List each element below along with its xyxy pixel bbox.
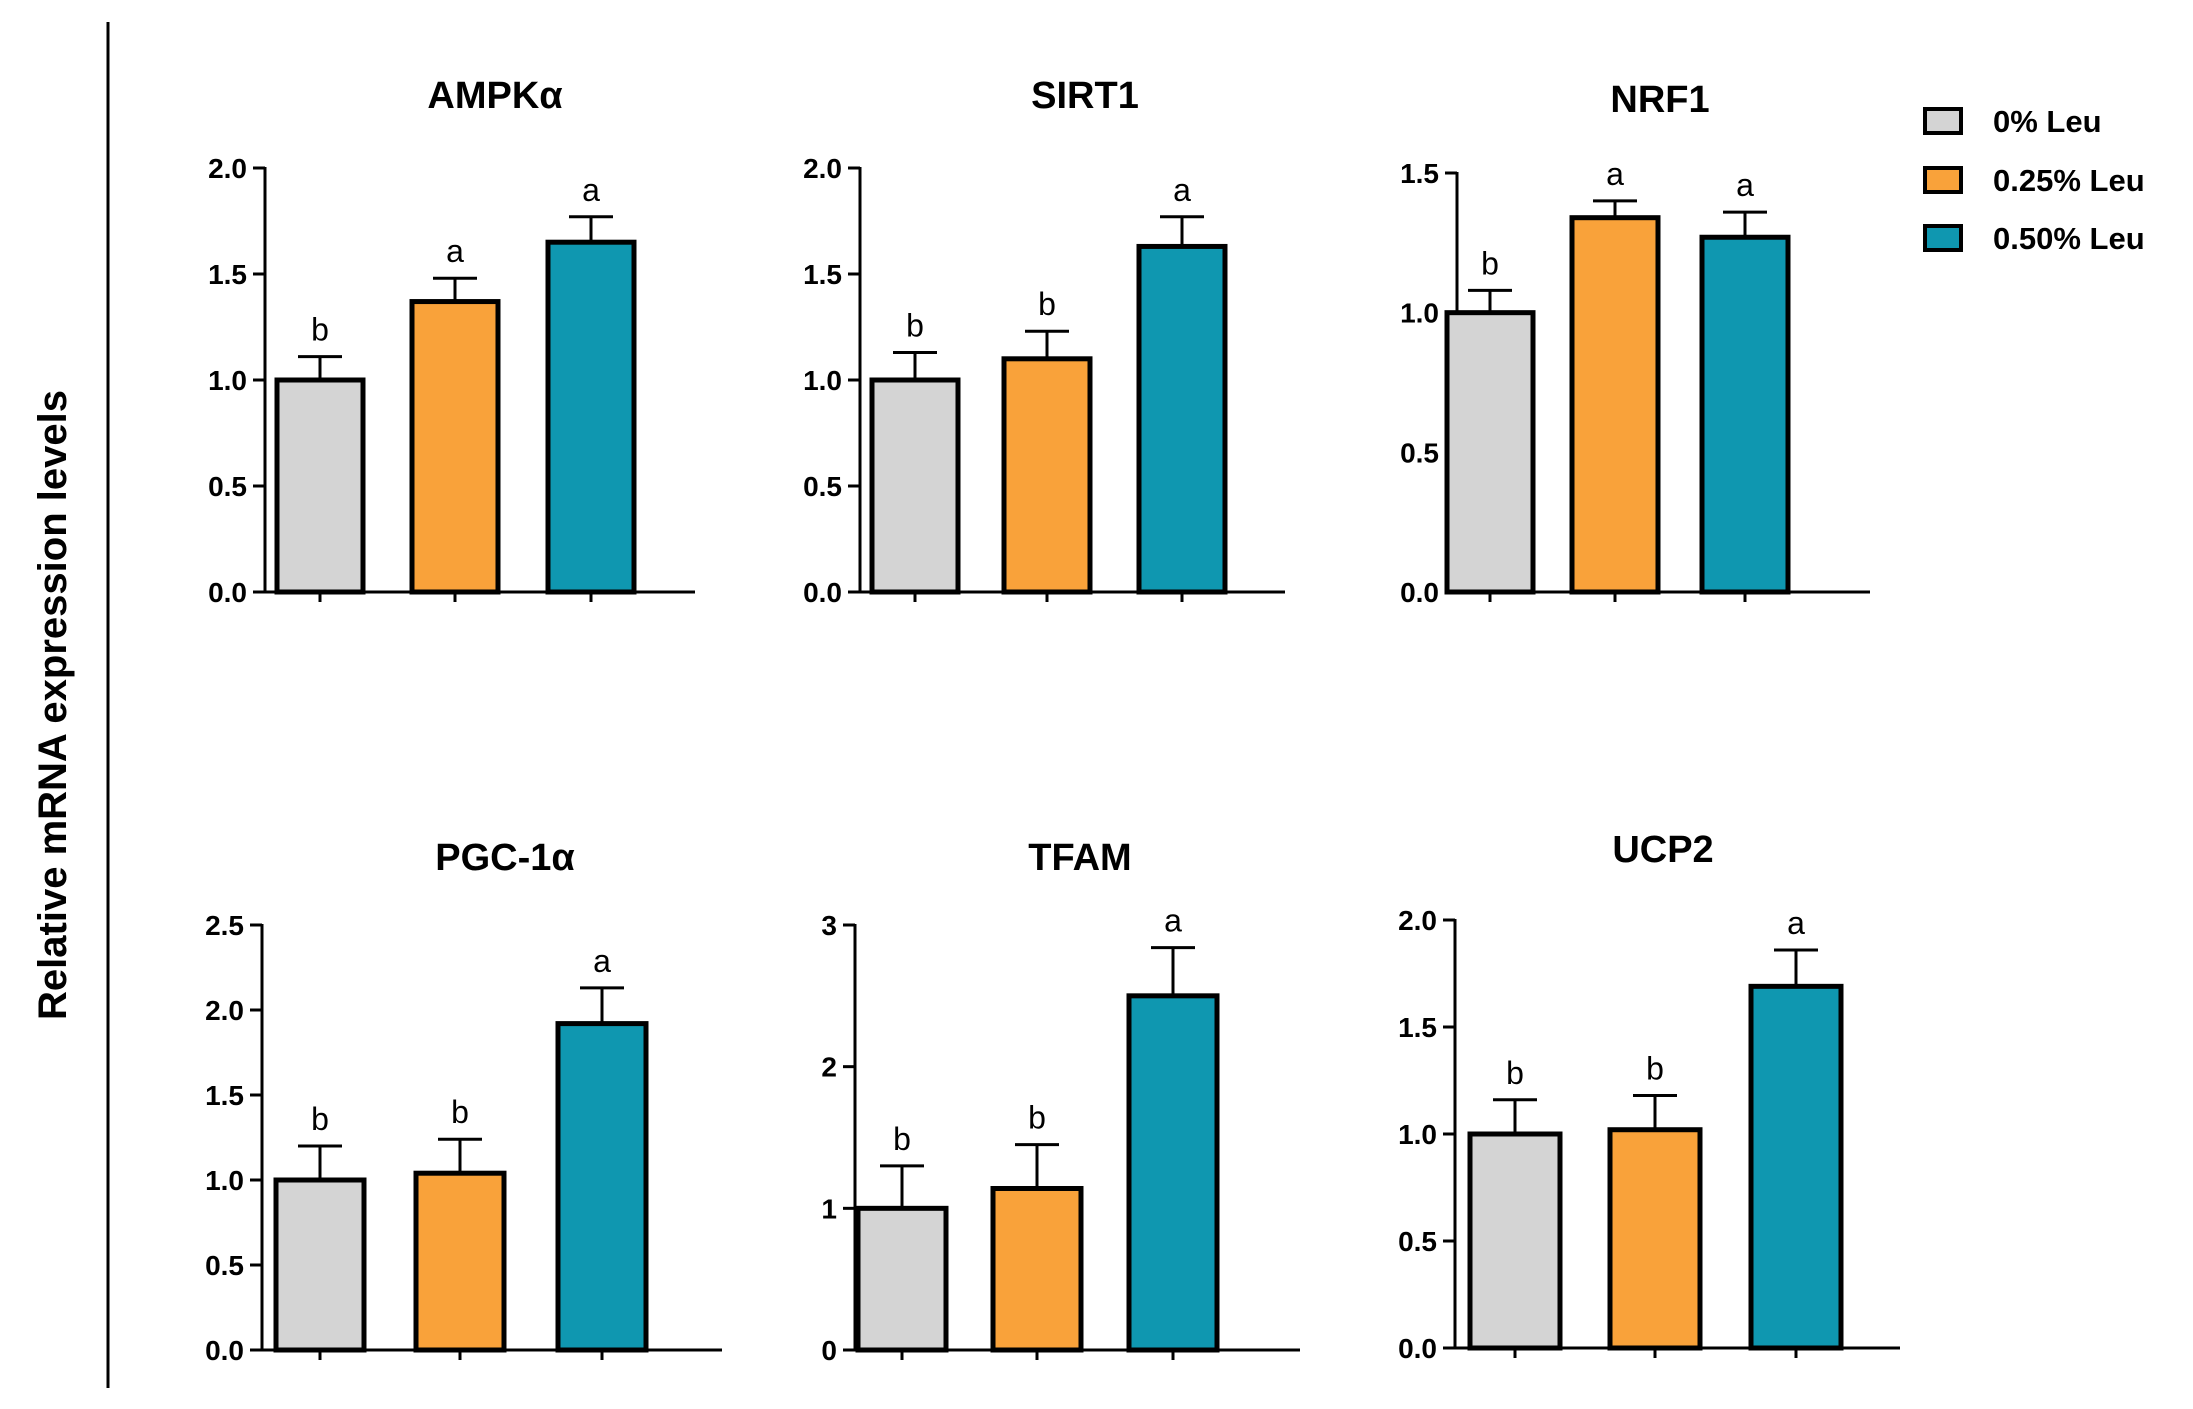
y-tick-label: 1.0: [1398, 1119, 1437, 1150]
y-tick-label: 2.0: [208, 153, 247, 184]
y-tick-label: 0.5: [205, 1250, 244, 1281]
legend-label: 0.50% Leu: [1993, 221, 2145, 256]
significance-letter: a: [582, 172, 600, 208]
y-tick-label: 0.0: [803, 577, 842, 608]
y-tick-label: 0.0: [1398, 1333, 1437, 1364]
y-tick-label: 1.0: [803, 365, 842, 396]
y-tick-label: 0.5: [208, 471, 247, 502]
y-tick-label: 2.5: [205, 910, 244, 941]
significance-letter: b: [893, 1121, 911, 1157]
bar-2: [1001, 356, 1093, 595]
bar-1: [869, 377, 961, 595]
y-tick-label: 1.5: [1400, 158, 1439, 189]
legend-label: 0.25% Leu: [1993, 163, 2145, 198]
bar-1: [1467, 1131, 1563, 1351]
chart-title: PGC-1α: [435, 837, 575, 879]
y-axis-label: Relative mRNA expression levels: [31, 390, 75, 1020]
chart-title: UCP2: [1612, 829, 1713, 871]
bar-1: [1444, 310, 1536, 595]
y-tick-label: 1.0: [208, 365, 247, 396]
bar-3: [555, 1021, 649, 1353]
bar-2: [1607, 1127, 1703, 1351]
bar-3: [1748, 983, 1844, 1351]
bar-3: [1136, 243, 1228, 595]
chart-panel-4: PGC-1α 0.0 0.5 1.0 1.5 2.0 2.5 b b a: [205, 837, 722, 1366]
legend-item-1: 0% Leu: [1923, 104, 2102, 139]
significance-letter: a: [1173, 172, 1191, 208]
significance-letter: b: [1646, 1050, 1664, 1086]
legend: 0% Leu 0.25% Leu 0.50% Leu: [1923, 104, 2145, 256]
y-tick-label: 2.0: [1398, 905, 1437, 936]
legend-item-3: 0.50% Leu: [1923, 221, 2145, 256]
bar-3: [545, 239, 637, 595]
significance-letter: a: [593, 943, 611, 979]
y-tick-label: 1.5: [1398, 1012, 1437, 1043]
legend-label: 0% Leu: [1993, 104, 2102, 139]
bar-1: [855, 1205, 949, 1353]
significance-letter: b: [311, 1101, 329, 1137]
y-tick-label: 0.5: [803, 471, 842, 502]
chart-title: SIRT1: [1031, 75, 1139, 117]
significance-letter: b: [311, 312, 329, 348]
significance-letter: b: [1506, 1055, 1524, 1091]
significance-letter: b: [1038, 286, 1056, 322]
legend-item-2: 0.25% Leu: [1923, 163, 2145, 198]
y-tick-label: 2: [821, 1052, 837, 1083]
chart-panel-2: SIRT1 0.0 0.5 1.0 1.5 2.0 b b a: [803, 75, 1285, 608]
bar-3: [1699, 234, 1791, 595]
y-tick-label: 2.0: [803, 153, 842, 184]
y-tick-label: 3: [821, 910, 837, 941]
bar-2: [409, 299, 501, 595]
chart-panel-6: UCP2 0.0 0.5 1.0 1.5 2.0 b b a: [1398, 829, 1900, 1364]
bar-3: [1126, 993, 1220, 1353]
bar-2: [1569, 215, 1661, 595]
significance-letter: b: [451, 1094, 469, 1130]
chart-panel-3: NRF1 0.0 0.5 1.0 1.5 b a a: [1400, 79, 1870, 608]
y-tick-label: 1.5: [208, 259, 247, 290]
y-tick-label: 0.5: [1398, 1226, 1437, 1257]
legend-swatch: [1923, 224, 1963, 252]
y-tick-label: 0: [821, 1335, 837, 1366]
bar-2: [413, 1170, 507, 1353]
y-tick-label: 0.0: [1400, 577, 1439, 608]
y-tick-label: 1.0: [1400, 298, 1439, 329]
chart-title: NRF1: [1610, 79, 1709, 121]
y-tick-label: 0.0: [208, 577, 247, 608]
legend-swatch: [1923, 107, 1963, 135]
bar-1: [274, 377, 366, 595]
chart-panel-1: AMPKα 0.0 0.5 1.0 1.5 2.0 b a a: [208, 75, 695, 608]
significance-letter: b: [906, 307, 924, 343]
significance-letter: a: [1736, 167, 1754, 203]
significance-letter: a: [446, 233, 464, 269]
significance-letter: a: [1606, 156, 1624, 192]
significance-letter: b: [1481, 245, 1499, 281]
y-tick-label: 1.5: [205, 1080, 244, 1111]
chart-panel-5: TFAM 0 1 2 3 b b a: [821, 837, 1300, 1366]
bar-2: [990, 1186, 1084, 1353]
significance-letter: a: [1787, 905, 1805, 941]
y-tick-label: 1.0: [205, 1165, 244, 1196]
y-tick-label: 1: [821, 1193, 837, 1224]
legend-swatch: [1923, 166, 1963, 194]
significance-letter: a: [1164, 903, 1182, 939]
y-tick-label: 0.0: [205, 1335, 244, 1366]
bar-1: [273, 1177, 367, 1353]
y-tick-label: 2.0: [205, 995, 244, 1026]
chart-panels: AMPKα 0.0 0.5 1.0 1.5 2.0 b a a SIRT1 0.0 0.5 1.0 1.5…: [205, 75, 1900, 1366]
significance-letter: b: [1028, 1100, 1046, 1136]
y-tick-label: 0.5: [1400, 437, 1439, 468]
chart-title: AMPKα: [427, 75, 562, 117]
chart-title: TFAM: [1028, 837, 1131, 879]
y-tick-label: 1.5: [803, 259, 842, 290]
